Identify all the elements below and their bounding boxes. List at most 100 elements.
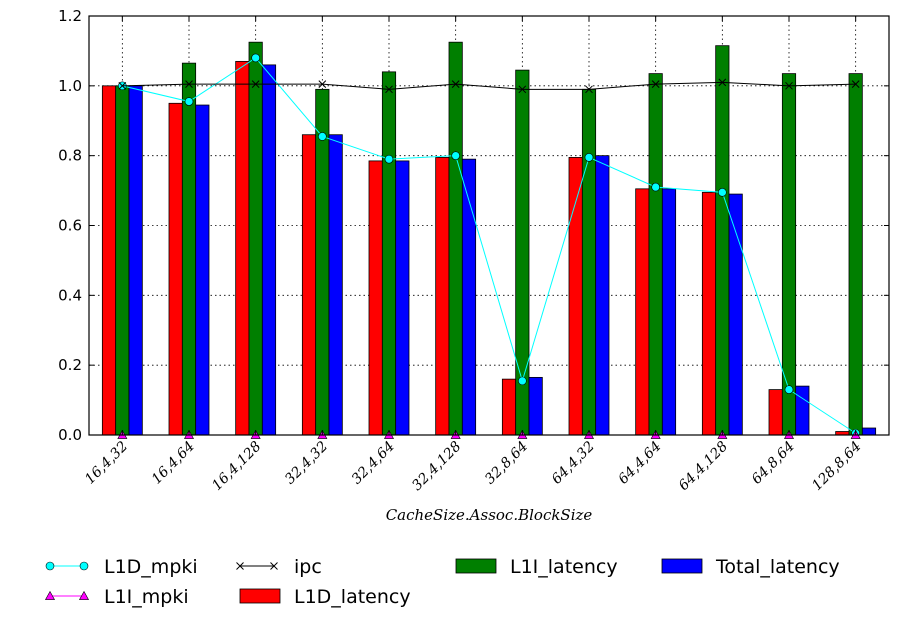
bar-total-latency [595, 155, 610, 436]
x-tick-label: 64,8,64 [749, 439, 798, 488]
bar-l1d-latency [168, 102, 183, 436]
x-tick-label: 32,4,32 [282, 438, 331, 487]
legend-item-l1d-mpki: L1D_mpki [45, 556, 198, 578]
point-l1d-mpki [184, 97, 194, 106]
bar-l1i-latency [648, 73, 663, 436]
bar-total-latency [195, 104, 210, 436]
legend-label-ipc: ipc [294, 556, 322, 578]
bar-l1d-latency [501, 378, 517, 436]
legend-item-l1d-latency: L1D_latency [239, 586, 411, 608]
point-ipc [518, 85, 527, 94]
x-tick-label: 16,4,64 [149, 439, 198, 488]
legend-marker-l1i-mpki [44, 590, 56, 600]
legend-item-ipc: ipc [236, 556, 322, 578]
point-ipc [718, 78, 727, 87]
bar-total-latency [528, 376, 543, 436]
x-tick-label: 128,8,64 [809, 439, 864, 494]
bars [101, 41, 877, 436]
point-l1d-mpki [451, 151, 460, 160]
bar-l1d-latency [301, 134, 317, 436]
legend-item-l1i-mpki: L1I_mpki [44, 586, 189, 608]
line-l1d-mpki [122, 57, 856, 434]
x-tick-label: 32,8,64 [482, 439, 531, 488]
y-tick-label: 0.4 [58, 286, 82, 304]
bar-l1d-latency [701, 191, 717, 436]
bar-total-latency [795, 385, 810, 436]
y-tick-label: 0.2 [58, 356, 82, 374]
y-tick-label: 1.2 [58, 7, 82, 25]
legend-item-l1i-latency: L1I_latency [455, 556, 618, 578]
bar-total-latency [661, 188, 677, 436]
point-ipc [851, 80, 860, 88]
bar-l1i-latency [115, 85, 130, 436]
legend-swatch-l1d-latency [239, 588, 281, 604]
bar-l1i-latency [381, 71, 397, 436]
series-lines [117, 53, 861, 439]
legend-marker-ipc [236, 562, 244, 570]
legend-item-total-latency: Total_latency [661, 556, 840, 578]
x-tick-label: 32,4,128 [409, 438, 464, 493]
x-tick-label: 32,4,64 [349, 439, 398, 488]
point-ipc [585, 85, 593, 94]
legend-label-l1d-latency: L1D_latency [294, 586, 411, 608]
legend-marker-l1d-mpki [79, 561, 89, 571]
bar-total-latency [861, 427, 877, 436]
legend-marker-ipc [270, 562, 278, 570]
bar-l1i-latency [248, 41, 263, 436]
legend-marker-l1i-mpki [78, 590, 90, 600]
bar-total-latency [128, 85, 143, 436]
legend-label-total-latency: Total_latency [715, 556, 840, 578]
legend-marker-l1d-mpki [45, 561, 55, 571]
point-ipc [785, 81, 793, 90]
bar-total-latency [328, 134, 343, 436]
x-tick-label: 16,4,32 [82, 438, 131, 487]
bar-l1i-latency [581, 88, 597, 436]
y-tick-label: 0.8 [58, 147, 82, 165]
point-l1d-mpki [518, 376, 527, 386]
point-ipc [385, 85, 393, 94]
bar-l1i-latency [715, 45, 730, 436]
point-l1d-mpki [584, 153, 594, 162]
point-ipc [451, 80, 460, 88]
grid-lines [89, 16, 889, 435]
point-l1d-mpki [718, 188, 727, 197]
bar-l1d-latency [101, 85, 117, 436]
point-ipc [318, 80, 327, 88]
x-tick-label: 64,4,32 [549, 438, 598, 487]
bar-l1d-latency [235, 60, 250, 436]
bar-total-latency [261, 64, 277, 436]
bar-total-latency [728, 193, 743, 436]
legend-label-l1d-mpki: L1D_mpki [104, 556, 198, 578]
y-tick-label: 0.0 [58, 426, 82, 444]
legend-swatch-l1i-latency [455, 558, 497, 574]
bar-l1i-latency [848, 73, 863, 436]
legend-label-l1i-latency: L1I_latency [510, 556, 618, 578]
bar-l1i-latency [448, 41, 463, 436]
point-ipc [118, 81, 127, 90]
legend-swatch-total-latency [661, 558, 703, 574]
legend-label-l1i-mpki: L1I_mpki [104, 586, 189, 608]
point-ipc [251, 80, 260, 88]
point-l1d-mpki [651, 182, 660, 192]
x-axis-label: CacheSize.Assoc.BlockSize [386, 506, 593, 524]
y-tick-label: 1.0 [58, 77, 82, 95]
y-tick-label: 0.6 [58, 217, 82, 235]
point-ipc [185, 80, 193, 88]
point-l1d-mpki [384, 154, 394, 164]
bar-l1d-latency [568, 157, 583, 436]
legend: L1D_mpki L1I_mpki ipc L1D_latency L1I_latenc… [44, 556, 840, 608]
bar-l1d-latency [435, 157, 450, 436]
bar-total-latency [395, 160, 410, 436]
x-tick-label: 16,4,128 [209, 438, 264, 493]
bar-l1i-latency [181, 62, 197, 436]
x-tick-label: 64,4,64 [615, 439, 664, 488]
bar-l1i-latency [315, 88, 330, 436]
line-ipc [122, 81, 856, 90]
bar-l1d-latency [768, 389, 783, 436]
bar-l1d-latency [368, 160, 383, 436]
point-ipc [651, 80, 660, 88]
point-l1d-mpki [784, 385, 794, 394]
bar-l1d-latency [635, 188, 650, 436]
point-l1d-mpki [318, 132, 327, 141]
